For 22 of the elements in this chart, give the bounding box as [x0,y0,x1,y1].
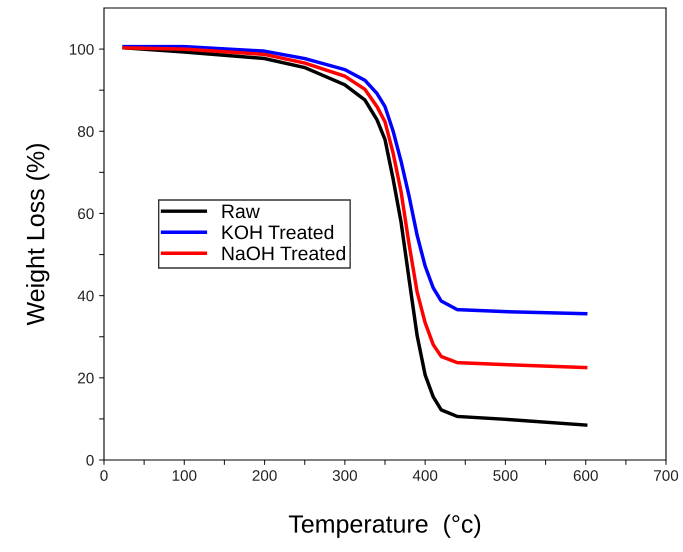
line-series [122,46,588,427]
legend-label: KOH Treated [222,224,334,240]
x-axis-title: Temperature (°c) [288,514,480,538]
x-tick-label: 500 [493,470,518,481]
line-series [122,46,588,370]
x-tick-label: 300 [332,470,358,481]
y-tick-label: 60 [78,208,94,220]
x-tick-label: 700 [654,470,678,481]
legend-label: NaOH Treated [222,246,346,260]
legend-label: Raw [222,204,260,218]
x-tick-label: 200 [252,470,277,481]
y-tick-label: 20 [78,372,94,384]
x-tick-label: 400 [412,470,438,481]
x-tick-label: 600 [574,470,598,481]
y-tick-label: 100 [70,44,94,55]
y-tick-label: 40 [78,290,94,302]
y-tick-label: 80 [78,126,94,137]
x-tick-label: 0 [100,470,108,481]
y-axis-title: Weight Loss (%) [26,144,50,326]
y-tick-label: 0 [86,454,94,466]
x-tick-label: 100 [172,470,196,481]
line-series [122,44,588,316]
